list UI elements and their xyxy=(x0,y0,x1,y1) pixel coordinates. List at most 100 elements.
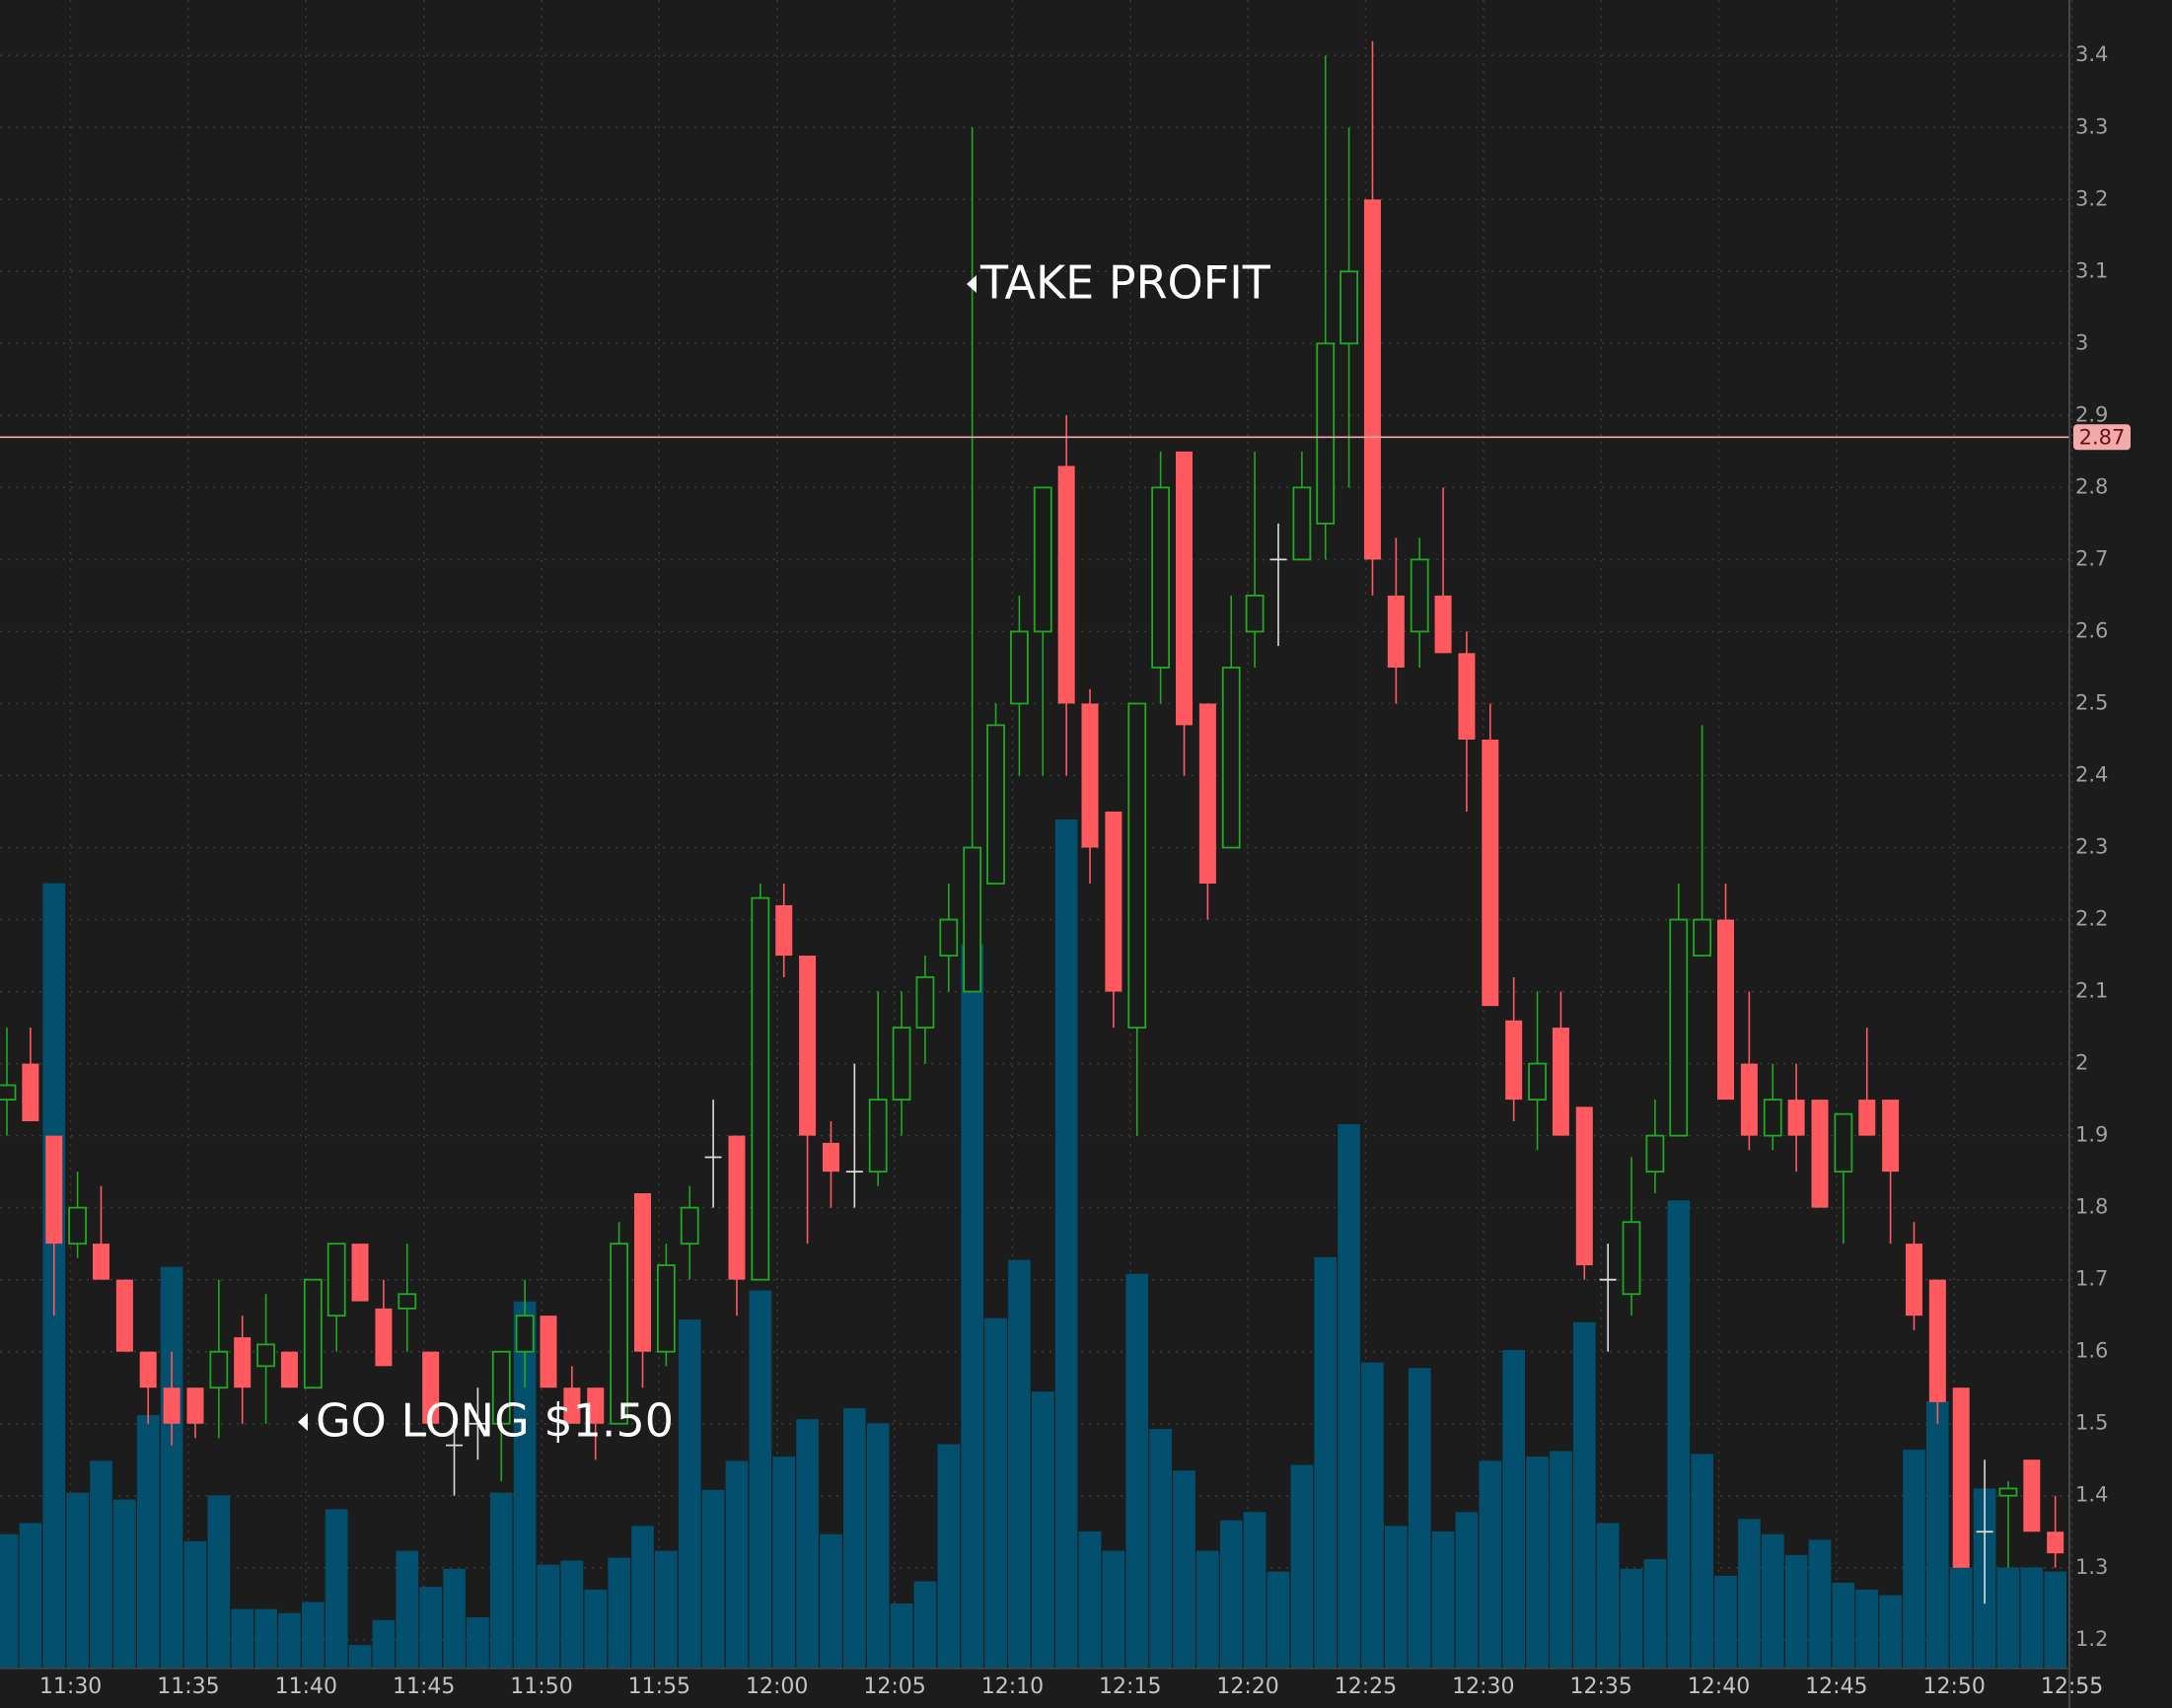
candle-body xyxy=(1033,486,1052,633)
volume-bar xyxy=(2020,1567,2044,1669)
volume-bar xyxy=(301,1601,325,1669)
candle-body xyxy=(68,1206,88,1245)
candle-body xyxy=(515,1315,535,1353)
x-tick-label: 12:55 xyxy=(2041,1674,2103,1699)
y-tick-label: 1.4 xyxy=(2075,1483,2108,1507)
candle-body xyxy=(398,1293,417,1310)
x-tick-label: 11:40 xyxy=(275,1674,337,1699)
y-tick-label: 2.6 xyxy=(2075,618,2108,642)
candle-body xyxy=(1717,919,1735,1101)
volume-layer xyxy=(0,819,2067,1669)
volume-bar xyxy=(1926,1400,1949,1669)
x-tick-label: 12:25 xyxy=(1335,1674,1397,1699)
candle-body xyxy=(491,1350,511,1425)
candle-body xyxy=(1693,918,1712,957)
volume-bar xyxy=(1314,1256,1338,1669)
y-tick-label: 2.2 xyxy=(2075,907,2108,931)
y-tick-label: 3 xyxy=(2075,330,2088,354)
volume-bar xyxy=(1526,1457,1549,1669)
volume-bar xyxy=(489,1492,513,1669)
candle-body xyxy=(1787,1100,1805,1136)
candle-body xyxy=(92,1244,109,1280)
x-tick-label: 12:35 xyxy=(1569,1674,1631,1699)
volume-bar xyxy=(537,1564,560,1669)
volume-bar xyxy=(183,1540,207,1669)
candle-body xyxy=(1458,653,1476,740)
volume-bar xyxy=(136,1414,160,1669)
volume-bar xyxy=(772,1457,796,1669)
candle-body xyxy=(422,1351,440,1424)
candle-body xyxy=(115,1279,133,1352)
candle-body xyxy=(1528,1062,1547,1101)
candle-body xyxy=(1434,595,1452,654)
candle-body xyxy=(351,1244,369,1302)
volume-bar xyxy=(1008,1259,1031,1669)
volume-bar xyxy=(608,1557,630,1669)
candle-body xyxy=(915,976,935,1029)
volume-bar xyxy=(1361,1362,1384,1669)
candle-body xyxy=(375,1308,393,1367)
volume-bar xyxy=(372,1619,396,1669)
volume-bar xyxy=(1338,1124,1360,1669)
volume-bar xyxy=(90,1460,112,1669)
x-tick-label: 12:50 xyxy=(1923,1674,1986,1699)
volume-bar xyxy=(254,1608,277,1669)
y-tick-label: 2.3 xyxy=(2075,835,2108,859)
volume-bar xyxy=(348,1645,372,1669)
volume-bar xyxy=(1667,1200,1691,1669)
candle-body xyxy=(1363,199,1381,560)
volume-bar xyxy=(1455,1512,1479,1669)
volume-bar xyxy=(1879,1595,1902,1669)
volume-bar xyxy=(1643,1559,1667,1669)
x-tick-label: 11:45 xyxy=(393,1674,455,1699)
volume-bar xyxy=(1173,1470,1195,1669)
y-tick-label: 1.8 xyxy=(2075,1195,2108,1219)
candle-body xyxy=(799,956,817,1136)
volume-bar xyxy=(467,1617,489,1669)
price-badge xyxy=(2073,424,2131,451)
y-tick-label: 2.7 xyxy=(2075,546,2108,570)
candle-body xyxy=(1482,739,1499,1007)
candle-body xyxy=(280,1351,298,1388)
x-tick-label: 11:35 xyxy=(157,1674,219,1699)
candle-body xyxy=(45,1135,63,1245)
candle-body xyxy=(234,1337,252,1388)
y-tick-label: 1.7 xyxy=(2075,1267,2108,1291)
annotation: TAKE PROFIT xyxy=(979,256,1271,310)
volume-bar xyxy=(1596,1523,1620,1669)
candle-body xyxy=(587,1388,605,1424)
candle-body xyxy=(1410,558,1429,633)
volume-bar xyxy=(961,944,984,1669)
candle-body xyxy=(1811,1100,1829,1208)
volume-bar xyxy=(1620,1568,1643,1669)
y-tick-label: 1.3 xyxy=(2075,1555,2108,1579)
volume-bar xyxy=(231,1608,254,1669)
volume-bar xyxy=(1054,819,1078,1669)
volume-bar xyxy=(1761,1533,1784,1669)
volume-bar xyxy=(207,1495,231,1669)
candle-body xyxy=(563,1388,581,1424)
candle-body xyxy=(1575,1106,1593,1266)
candle-body xyxy=(540,1316,557,1388)
x-tick-label: 12:05 xyxy=(863,1674,925,1699)
candle-body xyxy=(610,1243,629,1425)
volume-bar xyxy=(1996,1567,2020,1669)
candle-body xyxy=(1952,1388,1970,1568)
volume-bar xyxy=(1078,1530,1102,1669)
candle-body xyxy=(1339,270,1358,345)
x-tick-label: 12:00 xyxy=(746,1674,808,1699)
volume-bar xyxy=(1125,1273,1149,1669)
candle-body xyxy=(1057,465,1075,704)
candle-body xyxy=(2023,1459,2041,1532)
axes: 1.2 1.3 1.4 1.5 1.6 1.7 1.8 1.9 2 2.1 2.2 2.3 2.4 2.5… xyxy=(39,42,2131,1699)
volume-bar xyxy=(1714,1575,1737,1669)
y-tick-label: 3.3 xyxy=(2075,114,2108,138)
y-tick-label: 3.2 xyxy=(2075,186,2108,210)
x-tick-label: 12:30 xyxy=(1452,1674,1514,1699)
candle-body xyxy=(22,1063,39,1122)
volume-bar xyxy=(1784,1554,1808,1669)
volume-bar xyxy=(1903,1450,1925,1669)
volume-bar xyxy=(513,1301,537,1669)
candle-body xyxy=(939,918,959,957)
candle-body xyxy=(1151,486,1171,669)
